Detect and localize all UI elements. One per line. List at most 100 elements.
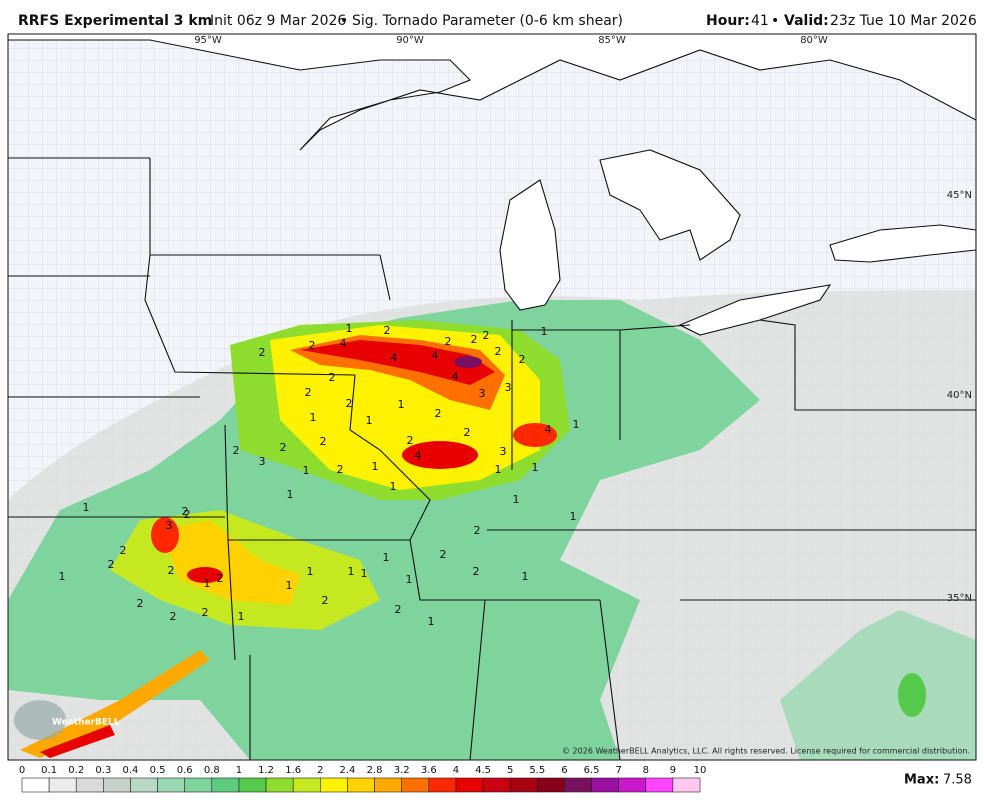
contour-label: 2: [233, 444, 240, 457]
colorbar-swatch: [428, 777, 457, 793]
colorbar-swatch: [238, 777, 267, 793]
contour-label: 4: [452, 370, 459, 383]
colorbar-swatch: [211, 777, 240, 793]
separator: •: [771, 13, 779, 29]
colorbar-tick-label: 1: [236, 765, 242, 776]
contour-label: 1: [303, 464, 310, 477]
contour-label: 2: [259, 346, 266, 359]
contour-label: 2: [202, 606, 209, 619]
field-purple: [454, 356, 482, 368]
contour-label: 3: [259, 455, 266, 468]
colorbar-swatch: [645, 777, 674, 793]
contour-label: 1: [406, 573, 413, 586]
colorbar-tick-label: 0.4: [123, 765, 139, 776]
contour-label: 2: [464, 426, 471, 439]
contour-label: 1: [383, 551, 390, 564]
colorbar-swatch: [292, 777, 321, 793]
colorbar-tick-label: 0.3: [95, 765, 111, 776]
state-borders: [8, 157, 976, 760]
contour-label: 2: [322, 594, 329, 607]
colorbar-swatch: [401, 777, 430, 793]
colorbar: 0 0.1 0.2 0.3 0.4 0.5 0.6 0.8 1 1.2 1.6 2 2.4 2.8 3.2 3…: [19, 765, 707, 793]
contour-label: 2: [305, 386, 312, 399]
graticule-label: 95°W: [194, 35, 222, 46]
colorbar-swatch: [157, 777, 186, 793]
contour-label: 3: [500, 445, 507, 458]
field-green: [8, 300, 760, 760]
contour-label: 2: [435, 407, 442, 420]
contour-label: 2: [337, 463, 344, 476]
map: [8, 34, 976, 760]
init-time: Init 06z 9 Mar 2026: [210, 13, 346, 29]
colorbar-swatch: [591, 777, 619, 793]
contour-label: 2: [346, 397, 353, 410]
field-red: [40, 725, 115, 758]
colorbar-swatch: [347, 777, 375, 793]
colorbar-swatch: [103, 777, 131, 793]
hour: 41: [751, 13, 769, 29]
contour-label: 2: [108, 558, 115, 571]
field-red: [300, 340, 495, 385]
graticule-label: 40°N: [947, 390, 972, 401]
colorbar-swatch: [21, 777, 50, 793]
contour-label: 1: [307, 565, 314, 578]
colorbar-swatch: [482, 777, 511, 793]
logo-globe: [14, 700, 66, 740]
field-green: [780, 610, 976, 760]
hour-label: Hour:: [706, 13, 750, 29]
colorbar-tick-label: 6: [561, 765, 567, 776]
max-value: 7.58: [943, 773, 972, 788]
contour-label: 1: [287, 488, 294, 501]
contour-label: 2: [384, 324, 391, 337]
colorbar-tick-label: 0.1: [41, 765, 57, 776]
contour-label: 2: [184, 508, 191, 521]
contour-label: 1: [570, 510, 577, 523]
contour-label: 2: [170, 610, 177, 623]
contour-label: 3: [166, 519, 173, 532]
field-yellow: [160, 520, 300, 605]
colorbar-swatch: [455, 777, 484, 793]
colorbar-tick-label: 6.5: [584, 765, 600, 776]
colorbar-swatch: [48, 777, 77, 793]
lake-superior: [8, 34, 976, 151]
field-red: [187, 567, 223, 583]
colorbar-tick-label: 0.5: [150, 765, 166, 776]
colorbar-tick-label: 2.4: [339, 765, 355, 776]
colorbar-swatch: [184, 777, 213, 793]
colorbar-swatch: [672, 777, 701, 793]
colorbar-tick-label: 8: [643, 765, 649, 776]
colorbar-swatch: [618, 777, 647, 793]
colorbar-tick-label: 2: [317, 765, 323, 776]
field-green: [898, 673, 926, 717]
colorbar-tick-label: 0.2: [68, 765, 84, 776]
colorbar-swatch: [265, 777, 294, 793]
contour-label: 1: [495, 463, 502, 476]
graticule-label: 35°N: [947, 593, 972, 604]
contour-label: 1: [204, 577, 211, 590]
colorbar-tick-label: 3.2: [394, 765, 410, 776]
colorbar-swatch: [564, 777, 592, 793]
contour-label: 4: [432, 349, 439, 362]
contour-label: 1: [286, 579, 293, 592]
colorbar-tick-label: 4: [453, 765, 459, 776]
colorbar-tick-label: 10: [694, 765, 707, 776]
contour-label: 2: [217, 572, 224, 585]
contour-label: 1: [366, 414, 373, 427]
contour-label: 4: [391, 351, 398, 364]
contour-label: 1: [513, 493, 520, 506]
lake-erie: [678, 284, 832, 336]
graticule-labels: 95°W 90°W 85°W 80°W 45°N 40°N 35°N: [194, 35, 972, 604]
colorbar-swatch: [509, 777, 538, 793]
graticule-label: 45°N: [947, 190, 972, 201]
colorbar-tick-label: 9: [670, 765, 676, 776]
contour-label: 2: [168, 564, 175, 577]
colorbar-swatch: [75, 777, 104, 793]
colorbar-swatch: [536, 777, 565, 793]
valid-time: 23z Tue 10 Mar 2026: [830, 13, 977, 29]
contour-label: 2: [320, 435, 327, 448]
graticule-label: 80°W: [800, 35, 828, 46]
contour-label: 2: [407, 434, 414, 447]
